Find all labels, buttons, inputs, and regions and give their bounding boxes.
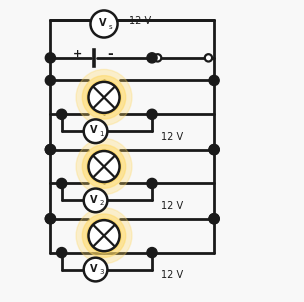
Circle shape [84,188,107,212]
Circle shape [57,248,67,258]
Circle shape [88,82,119,113]
Text: 12 V: 12 V [161,270,183,280]
Text: -: - [107,47,112,61]
Circle shape [154,54,161,62]
Circle shape [45,76,55,85]
Circle shape [147,109,157,119]
Text: s: s [109,24,112,30]
Circle shape [45,214,55,224]
Circle shape [88,220,119,251]
Circle shape [82,145,126,188]
Circle shape [84,119,107,143]
Circle shape [57,178,67,188]
Circle shape [76,208,132,264]
Text: +: + [73,49,82,59]
Circle shape [87,80,121,114]
Circle shape [209,214,219,224]
Circle shape [91,11,118,37]
Circle shape [45,214,55,224]
Circle shape [209,76,219,85]
Circle shape [87,219,121,253]
Text: V: V [99,18,106,28]
Text: 12 V: 12 V [161,132,183,142]
Circle shape [209,145,219,155]
Circle shape [87,149,121,184]
Circle shape [76,69,132,125]
Text: 12 V: 12 V [129,16,151,26]
Circle shape [76,139,132,194]
Circle shape [147,53,157,63]
Circle shape [45,53,55,63]
Circle shape [45,145,55,155]
Circle shape [84,258,107,281]
Text: 12 V: 12 V [161,201,183,211]
Circle shape [82,76,126,119]
Circle shape [147,178,157,188]
Text: 1: 1 [99,130,104,137]
Circle shape [57,109,67,119]
Text: V: V [90,125,98,135]
Circle shape [147,248,157,258]
Circle shape [88,151,119,182]
Circle shape [205,54,212,62]
Circle shape [45,145,55,155]
Text: 2: 2 [100,200,104,206]
Text: V: V [90,194,98,204]
Text: V: V [90,264,98,274]
Circle shape [209,214,219,224]
Circle shape [209,145,219,155]
Text: 3: 3 [99,269,104,275]
Circle shape [82,214,126,257]
